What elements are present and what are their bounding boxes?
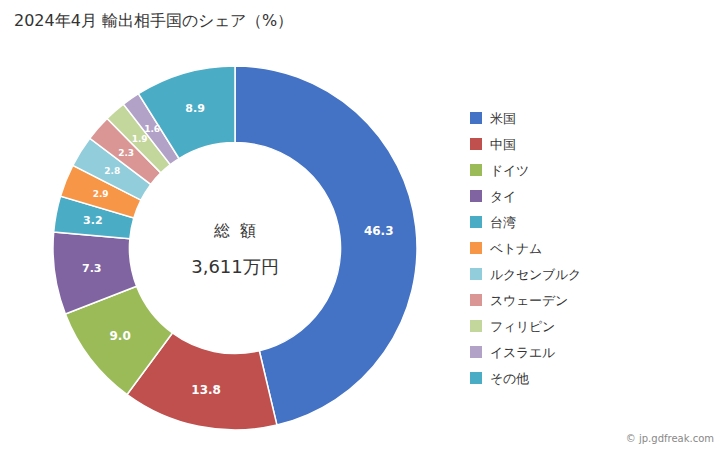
center-label: 3,611万円 <box>191 256 279 277</box>
slices <box>53 66 417 430</box>
data-label: 1.6 <box>144 124 160 134</box>
legend-label: イスラエル <box>490 345 555 360</box>
legend-label: ルクセンブルク <box>490 267 581 282</box>
legend-swatch <box>470 216 482 228</box>
data-label: 7.3 <box>82 262 102 275</box>
data-labels: 46.3 13.8 9.0 7.3 3.2 2.9 2.8 2.3 1.91.6 8.9 <box>82 102 394 396</box>
legend-swatch <box>470 294 482 306</box>
legend-swatch <box>470 242 482 254</box>
legend-label: その他 <box>490 371 529 386</box>
legend-label: ドイツ <box>490 163 529 178</box>
legend-swatch <box>470 346 482 358</box>
data-label: 1.9 <box>132 134 148 144</box>
data-label: 2.8 <box>104 166 120 176</box>
legend-swatch <box>470 372 482 384</box>
legend-label: 中国 <box>490 137 516 152</box>
data-label: 3.2 <box>83 214 103 227</box>
slice <box>138 66 235 159</box>
legend: 米国中国ドイツタイ台湾ベトナムルクセンブルクスウェーデンフィリピンイスラエルその… <box>470 111 581 386</box>
legend-label: ベトナム <box>490 241 542 256</box>
data-label: 46.3 <box>364 224 394 238</box>
legend-swatch <box>470 138 482 150</box>
legend-swatch <box>470 268 482 280</box>
title: 2024年4月 輸出相手国のシェア（%） <box>14 11 293 30</box>
data-label: 8.9 <box>185 102 205 115</box>
center-label: 総 額 <box>213 221 256 240</box>
legend-label: タイ <box>490 189 516 204</box>
slice <box>53 232 137 314</box>
legend-swatch <box>470 164 482 176</box>
legend-swatch <box>470 320 482 332</box>
data-label: 9.0 <box>109 329 130 343</box>
legend-label: フィリピン <box>490 319 555 334</box>
watermark: © jp.gdfreak.com <box>626 433 714 444</box>
legend-label: スウェーデン <box>490 293 568 308</box>
legend-label: 台湾 <box>490 215 516 230</box>
chart: 2024年4月 輸出相手国のシェア（%） 46.3 13.8 9.0 7.3 3.2 2.9… <box>0 0 728 450</box>
legend-swatch <box>470 112 482 124</box>
data-label: 2.9 <box>93 189 109 199</box>
legend-label: 米国 <box>490 111 516 126</box>
data-label: 2.3 <box>118 148 134 158</box>
data-label: 13.8 <box>191 383 221 397</box>
legend-swatch <box>470 190 482 202</box>
